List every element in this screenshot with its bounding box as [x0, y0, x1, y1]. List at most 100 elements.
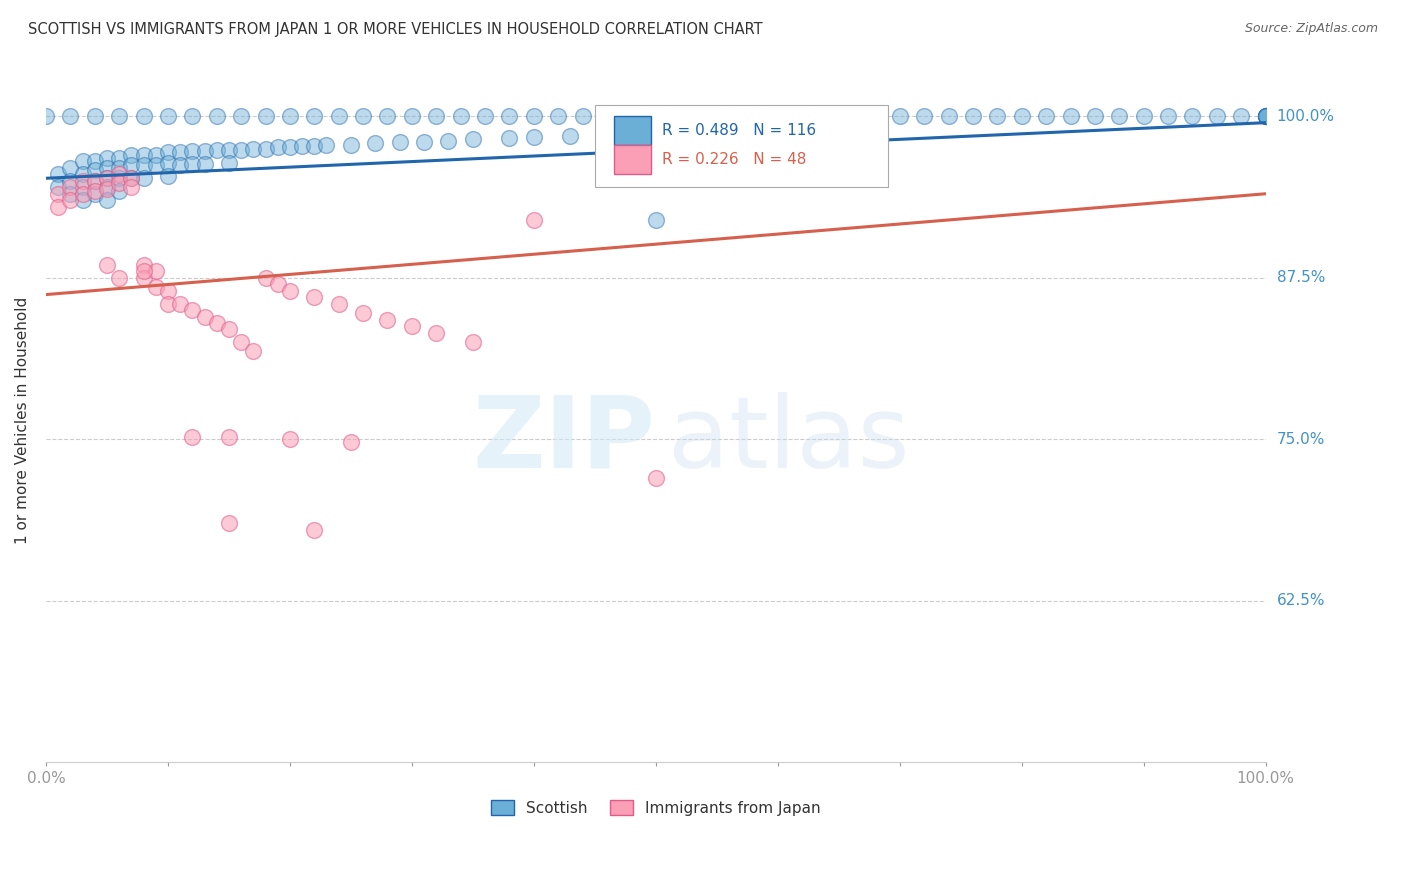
Point	[72, 154, 94, 169]
Point	[181, 144, 204, 158]
Point	[132, 270, 155, 285]
Point	[450, 109, 472, 123]
Point	[46, 180, 69, 194]
Point	[132, 258, 155, 272]
Point	[132, 264, 155, 278]
Text: 62.5%: 62.5%	[1277, 593, 1326, 608]
Point	[108, 171, 131, 186]
Point	[742, 109, 765, 123]
Point	[120, 158, 142, 172]
Point	[278, 109, 301, 123]
Text: R = 0.489   N = 116: R = 0.489 N = 116	[662, 123, 815, 137]
Point	[1254, 109, 1277, 123]
Point	[377, 109, 399, 123]
Point	[523, 212, 546, 227]
Point	[145, 148, 167, 162]
Point	[132, 158, 155, 172]
Point	[156, 296, 179, 310]
Point	[120, 148, 142, 162]
Point	[498, 109, 520, 123]
Point	[986, 109, 1008, 123]
Point	[461, 335, 484, 350]
Point	[108, 151, 131, 165]
Point	[352, 306, 374, 320]
Point	[523, 129, 546, 144]
Point	[218, 155, 240, 169]
Point	[1011, 109, 1033, 123]
Point	[218, 143, 240, 157]
Point	[59, 109, 82, 123]
Point	[132, 109, 155, 123]
Point	[96, 181, 118, 195]
Point	[717, 109, 740, 123]
Point	[1254, 109, 1277, 123]
Point	[46, 167, 69, 181]
Point	[254, 142, 277, 156]
Point	[596, 128, 619, 142]
Point	[169, 296, 191, 310]
Text: 100.0%: 100.0%	[1277, 109, 1334, 124]
Point	[83, 184, 105, 198]
Point	[46, 200, 69, 214]
Point	[328, 296, 350, 310]
Point	[962, 109, 984, 123]
Point	[571, 109, 593, 123]
Text: Source: ZipAtlas.com: Source: ZipAtlas.com	[1244, 22, 1378, 36]
Point	[388, 135, 411, 149]
Point	[205, 316, 228, 330]
Point	[766, 109, 789, 123]
Point	[425, 109, 447, 123]
Point	[1230, 109, 1253, 123]
Point	[1035, 109, 1057, 123]
Point	[108, 184, 131, 198]
Point	[1254, 109, 1277, 123]
Point	[1181, 109, 1204, 123]
Point	[145, 264, 167, 278]
Point	[267, 277, 290, 292]
Point	[72, 186, 94, 201]
Point	[267, 140, 290, 154]
Point	[229, 143, 252, 157]
Point	[59, 174, 82, 188]
Point	[156, 155, 179, 169]
FancyBboxPatch shape	[595, 105, 887, 187]
Point	[181, 303, 204, 318]
Point	[254, 109, 277, 123]
Point	[644, 109, 666, 123]
Point	[352, 109, 374, 123]
Point	[278, 433, 301, 447]
Point	[72, 167, 94, 181]
Point	[815, 109, 838, 123]
Point	[108, 177, 131, 191]
Point	[108, 109, 131, 123]
Point	[59, 186, 82, 201]
Point	[1084, 109, 1107, 123]
Point	[425, 326, 447, 341]
Point	[304, 139, 326, 153]
Point	[1108, 109, 1130, 123]
Point	[205, 143, 228, 157]
Point	[693, 109, 716, 123]
Point	[83, 163, 105, 178]
Point	[181, 109, 204, 123]
Point	[1254, 109, 1277, 123]
Point	[1059, 109, 1081, 123]
Point	[304, 109, 326, 123]
Point	[242, 142, 264, 156]
Point	[437, 134, 460, 148]
Point	[83, 109, 105, 123]
Point	[596, 109, 619, 123]
Point	[1132, 109, 1154, 123]
Point	[96, 193, 118, 207]
Point	[669, 109, 692, 123]
Point	[83, 174, 105, 188]
Point	[169, 158, 191, 172]
Point	[413, 135, 436, 149]
Text: SCOTTISH VS IMMIGRANTS FROM JAPAN 1 OR MORE VEHICLES IN HOUSEHOLD CORRELATION CH: SCOTTISH VS IMMIGRANTS FROM JAPAN 1 OR M…	[28, 22, 762, 37]
Point	[96, 180, 118, 194]
Point	[938, 109, 960, 123]
Point	[229, 335, 252, 350]
Point	[83, 186, 105, 201]
Point	[156, 169, 179, 183]
Point	[644, 212, 666, 227]
